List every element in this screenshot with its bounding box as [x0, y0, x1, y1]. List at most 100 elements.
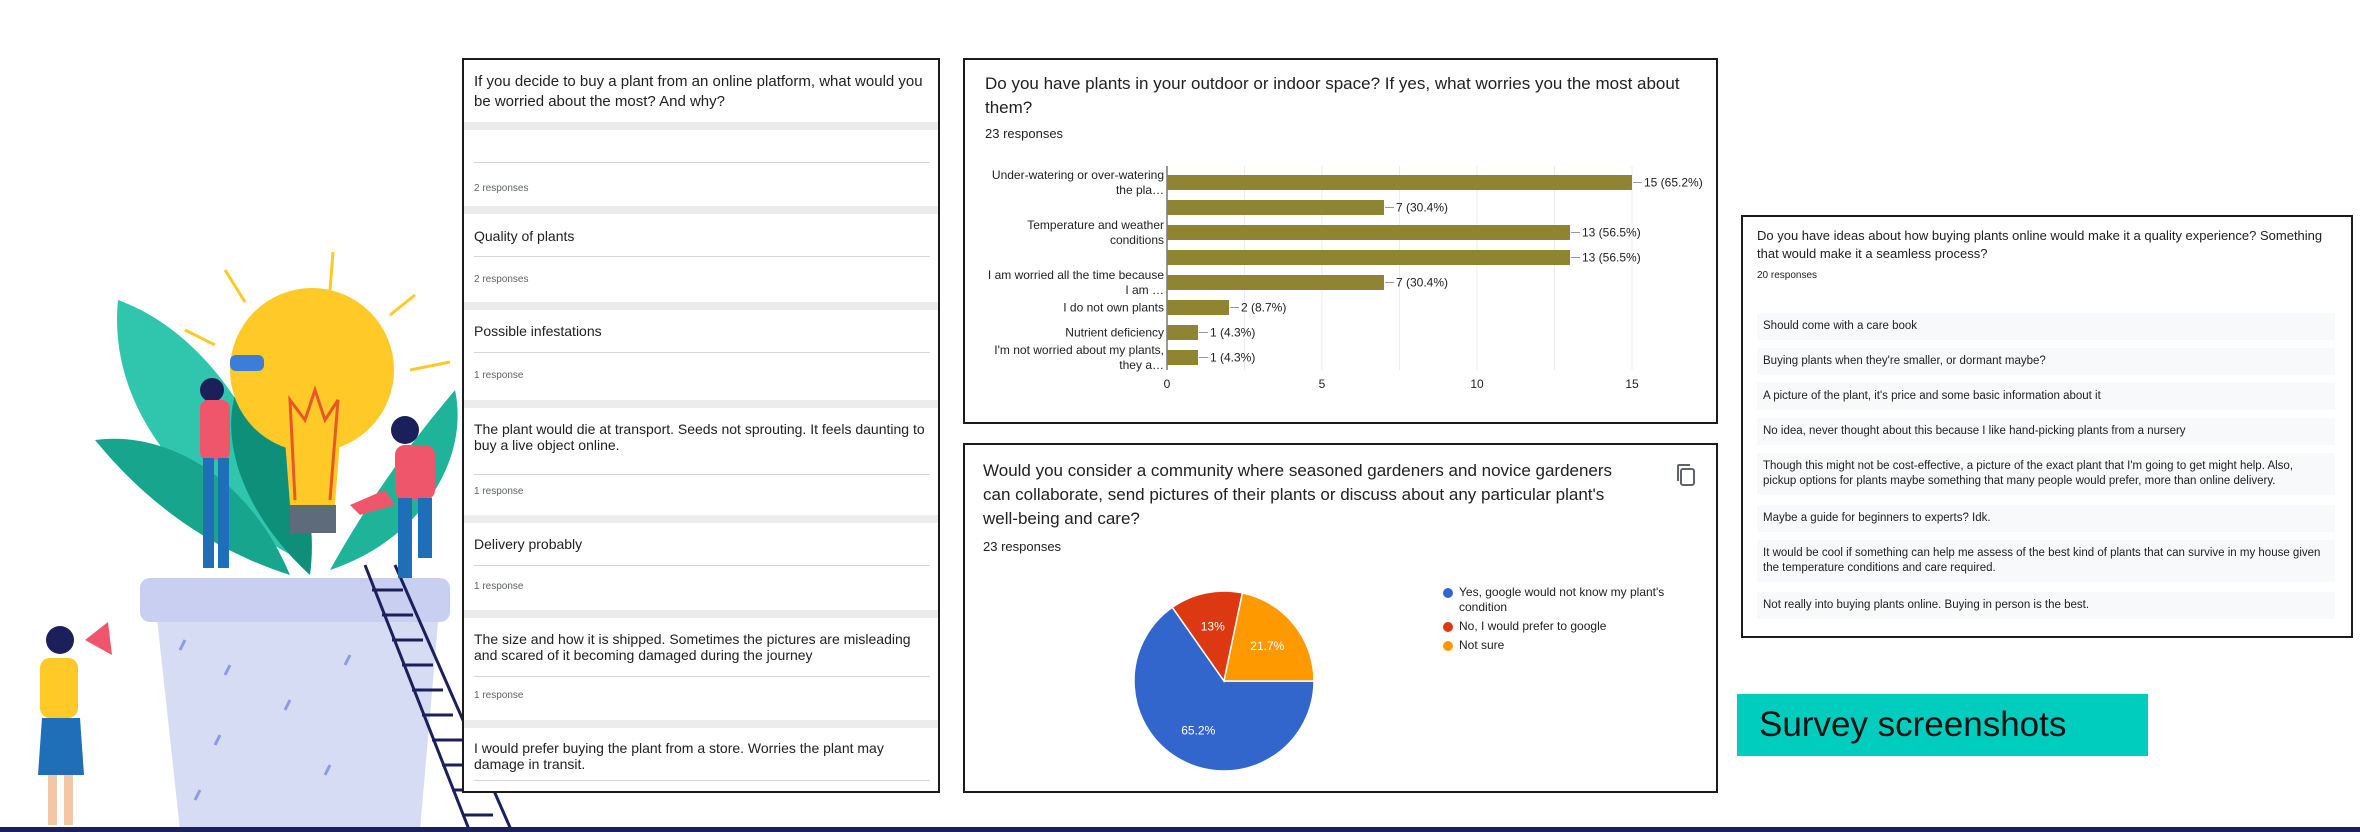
answer-item: Should come with a care book: [1757, 313, 2335, 340]
bar-data-label: 7 (30.4%): [1396, 276, 1448, 290]
category-label: they a…: [1119, 358, 1164, 372]
category-label: I am worried all the time because: [988, 268, 1164, 282]
pie-slice: [1223, 592, 1315, 682]
bar: [1167, 225, 1570, 240]
answer-item: No idea, never thought about this becaus…: [1757, 418, 2335, 445]
bar-data-label: 1 (4.3%): [1210, 326, 1255, 340]
pie-slice: [1133, 606, 1315, 772]
bottom-border-line: [0, 827, 2360, 832]
pot-body: [155, 600, 440, 830]
response-count: 2 responses: [474, 274, 529, 285]
bar: [1167, 275, 1384, 290]
category-label: I do not own plants: [1063, 301, 1164, 315]
bar-data-label: 15 (65.2%): [1644, 176, 1703, 190]
bar: [1167, 250, 1570, 265]
category-label: Temperature and weather: [1027, 218, 1164, 232]
bar-data-label: 2 (8.7%): [1241, 301, 1286, 315]
answer-item: Buying plants when they're smaller, or d…: [1757, 348, 2335, 375]
response-item: Quality of plants 2 responses: [464, 206, 938, 314]
answer-item: It would be cool if something can help m…: [1757, 540, 2335, 582]
woman-with-megaphone: [38, 622, 112, 825]
response-count: 1 response: [474, 370, 524, 381]
bar-data-label: 13 (56.5%): [1582, 226, 1641, 240]
pie-slice-label: 65.2%: [1181, 724, 1215, 738]
pie-slice-label: 13%: [1201, 619, 1225, 633]
plant-lightbulb-illustration: [38, 251, 514, 832]
response-item: The plant would die at transport. Seeds …: [464, 400, 938, 524]
question-title: Do you have plants in your outdoor or in…: [985, 74, 1680, 117]
response-item: 2 responses: [464, 122, 938, 222]
bulb-neck: [285, 440, 340, 505]
category-label: the pla…: [1116, 183, 1164, 197]
pie-slice: [1171, 590, 1244, 683]
person-cleaning-bulb: [200, 355, 264, 568]
category-label: I'm not worried about my plants,: [994, 343, 1164, 357]
pie-chart: 65.2% 13% 21.7%: [1133, 590, 1315, 772]
x-tick-label: 10: [1470, 377, 1484, 391]
bulb-filament: [288, 385, 340, 501]
answer-item: Not really into buying plants online. Bu…: [1757, 592, 2335, 619]
copy-icon[interactable]: [1675, 463, 1697, 487]
x-tick-label: 0: [1164, 377, 1171, 391]
question-title: Would you consider a community where sea…: [983, 461, 1613, 528]
response-item: Possible infestations 1 response: [464, 302, 938, 410]
response-text: Delivery probably: [474, 536, 583, 552]
legend-swatch: [1443, 622, 1453, 632]
pot-pattern: [178, 639, 352, 801]
answer-item: Though this might not be cost-effective,…: [1757, 453, 2335, 495]
response-count: 1 response: [474, 486, 524, 497]
response-item: Delivery probably 1 response: [464, 515, 938, 623]
bar-chart: 15 (65.2%) Under-watering or over-waterin…: [988, 166, 1703, 391]
legend-item: Yes, google would not know my plant's co…: [1443, 585, 1699, 615]
divider: [474, 474, 930, 475]
pie-legend: Yes, google would not know my plant's co…: [1443, 585, 1699, 657]
category-label: conditions: [1110, 233, 1164, 247]
bar-data-label: 1 (4.3%): [1210, 351, 1255, 365]
response-text: Quality of plants: [474, 228, 575, 244]
answer-item: A picture of the plant, it's price and s…: [1757, 383, 2335, 410]
response-count: 1 response: [474, 581, 524, 592]
pie-chart-panel: Would you consider a community where sea…: [963, 443, 1718, 793]
bulb-glass: [230, 288, 394, 452]
question-title: If you decide to buy a plant from an onl…: [474, 73, 923, 110]
legend-swatch: [1443, 588, 1453, 598]
legend-label: No, I would prefer to google: [1459, 619, 1607, 633]
bulb-base: [290, 505, 336, 533]
response-text: I would prefer buying the plant from a s…: [474, 740, 884, 772]
divider: [474, 162, 930, 163]
bar: [1167, 325, 1198, 340]
category-label: I am …: [1125, 283, 1164, 297]
bar-data-label: 13 (56.5%): [1582, 251, 1641, 265]
light-rays: [184, 251, 451, 372]
response-item: I would prefer buying the plant from a s…: [464, 720, 938, 798]
legend-swatch: [1443, 641, 1453, 651]
category-label: Under-watering or over-watering: [992, 168, 1164, 182]
divider: [474, 565, 930, 566]
x-tick-label: 5: [1319, 377, 1326, 391]
bar: [1167, 350, 1198, 365]
legend-label: Yes, google would not know my plant's co…: [1459, 585, 1665, 614]
response-count: 23 responses: [985, 126, 1064, 141]
response-count: 1 response: [474, 690, 524, 701]
legend-item: No, I would prefer to google: [1443, 619, 1699, 634]
response-text: Possible infestations: [474, 323, 602, 339]
divider: [474, 256, 930, 257]
legend-label: Not sure: [1459, 638, 1505, 652]
open-responses-panel: If you decide to buy a plant from an onl…: [462, 58, 940, 793]
response-count: 2 responses: [474, 183, 529, 194]
response-count: 20 responses: [1757, 270, 1818, 281]
answer-item: Maybe a guide for beginners to experts? …: [1757, 505, 2335, 532]
pie-slice-label: 21.7%: [1250, 639, 1284, 653]
bar: [1167, 200, 1384, 215]
divider: [474, 780, 930, 781]
category-label: Nutrient deficiency: [1065, 326, 1164, 340]
bar-chart-panel: Do you have plants in your outdoor or in…: [963, 58, 1718, 424]
leaf-right: [330, 390, 458, 570]
person-watering: [350, 416, 435, 578]
bar-data-label: 7 (30.4%): [1396, 201, 1448, 215]
bar: [1167, 300, 1229, 315]
response-item: The size and how it is shipped. Sometime…: [464, 610, 938, 730]
divider: [474, 676, 930, 677]
section-title-tag: Survey screenshots: [1737, 694, 2148, 756]
divider: [474, 352, 930, 353]
